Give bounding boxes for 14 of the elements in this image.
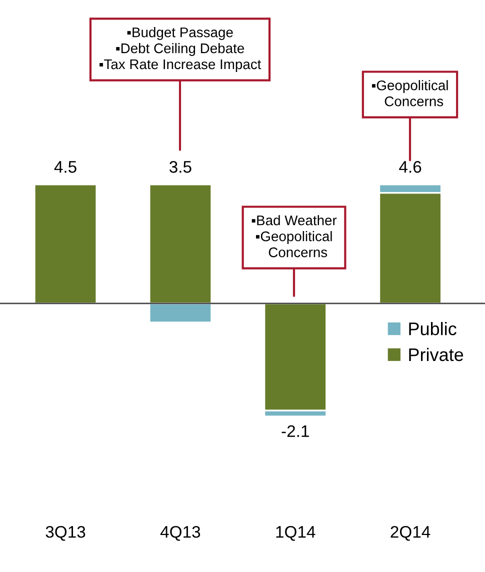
annotation: 4.5	[54, 161, 76, 173]
annotation: 3.5	[169, 161, 192, 173]
legend-label: Private	[409, 348, 464, 362]
x-tick-label: 2Q14	[390, 526, 430, 541]
x-tick-label: 1Q14	[276, 526, 316, 541]
legend-label: Public	[409, 322, 456, 336]
annotation: -2.1	[282, 425, 309, 437]
annotation: ▪Bad Weather ▪Geopolitical Concerns	[252, 215, 337, 258]
text: ▪Geopolitical Concerns	[372, 80, 448, 106]
annotation: 4.6	[399, 161, 422, 173]
x-tick-label: 4Q13	[160, 526, 200, 541]
x-tick-label: 3Q13	[46, 526, 86, 541]
bar	[34, 184, 98, 304]
text: ▪Budget Passage ▪Debt Ceiling Debate ▪Tax Rate Increase Impact	[100, 27, 262, 72]
